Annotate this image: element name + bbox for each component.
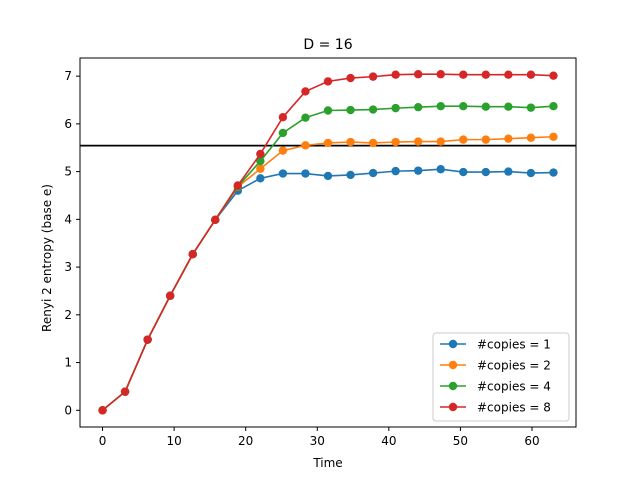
- legend-box: [432, 332, 570, 422]
- series-4-point: [98, 406, 107, 415]
- y-tick-label: 4: [64, 212, 72, 226]
- series-4-point: [549, 71, 558, 80]
- legend-label-1: #copies = 1: [477, 338, 551, 352]
- series-1-point: [504, 167, 513, 176]
- series-2-point: [436, 137, 445, 146]
- series-2-point: [549, 132, 558, 141]
- x-tick-label: 0: [99, 434, 107, 448]
- series-1-point: [256, 174, 265, 183]
- y-tick-label: 0: [64, 403, 72, 417]
- x-tick-label: 40: [381, 434, 396, 448]
- x-tick-label: 60: [524, 434, 539, 448]
- x-tick-label: 20: [238, 434, 253, 448]
- series-4-point: [459, 70, 468, 79]
- legend: #copies = 1 #copies = 2 #copies = 4 #copies…: [432, 332, 570, 422]
- series-4-point: [143, 335, 152, 344]
- series-2-point: [346, 137, 355, 147]
- series-1-point: [278, 169, 288, 178]
- series-1-point: [301, 169, 310, 178]
- series-1-point: [413, 166, 423, 175]
- series-4-point: [301, 87, 310, 96]
- series-4-point: [436, 70, 445, 79]
- series-4-point: [504, 70, 513, 79]
- series-3-point: [413, 102, 423, 112]
- series-3-point: [436, 102, 445, 111]
- series-2-point: [368, 138, 378, 148]
- plot-frame: [79, 57, 577, 428]
- series-2-point: [391, 137, 400, 147]
- y-tick-label: 6: [64, 117, 72, 131]
- y-tick-label: 5: [64, 165, 72, 179]
- series-3-point: [526, 103, 536, 112]
- series-3-point: [481, 102, 491, 111]
- series-4-point: [323, 77, 333, 86]
- series-1-point: [549, 168, 558, 177]
- series-3-point: [504, 102, 513, 111]
- series-4-point: [391, 70, 400, 79]
- series-2-point: [504, 134, 513, 143]
- series-2-point: [413, 137, 423, 146]
- series-1-point: [526, 168, 536, 178]
- series-4-point: [346, 73, 355, 83]
- series-2-point: [481, 135, 491, 144]
- series-4-point: [256, 149, 265, 159]
- x-axis-label: Time: [312, 456, 342, 470]
- legend-marker-2: [448, 360, 458, 370]
- series-4-point: [368, 72, 378, 81]
- series-3-point: [459, 102, 468, 111]
- series-2-point: [526, 133, 536, 142]
- series-4-point: [278, 112, 288, 122]
- series-2-point: [459, 135, 468, 144]
- series-1-point: [481, 167, 491, 177]
- series-4-point: [188, 249, 197, 259]
- y-axis-label: Renyi 2 entropy (base e): [40, 184, 54, 332]
- series-1-point: [391, 166, 400, 176]
- chart-title: D = 16: [303, 37, 352, 53]
- series-4-point: [233, 181, 243, 190]
- series-4-point: [413, 70, 423, 79]
- series-3-point: [256, 156, 265, 166]
- y-tick-label: 7: [64, 69, 72, 83]
- series-1-point: [346, 170, 355, 180]
- y-tick-label: 2: [64, 308, 72, 322]
- y-tick-label: 1: [64, 356, 72, 370]
- series-2-point: [301, 141, 310, 150]
- series-4-point: [481, 70, 491, 79]
- x-tick-label: 10: [166, 434, 181, 448]
- series-3-point: [549, 102, 558, 111]
- legend-label-4: #copies = 8: [477, 401, 551, 415]
- series-2-point: [323, 138, 333, 148]
- series-1-point: [436, 165, 445, 174]
- y-tick-label: 3: [64, 260, 72, 274]
- legend-marker-1: [448, 339, 458, 349]
- series-3-point: [346, 105, 355, 115]
- x-tick-label: 50: [453, 434, 468, 448]
- series-3-point: [368, 105, 378, 114]
- series-1-point: [368, 168, 378, 178]
- series-3-point: [391, 103, 400, 113]
- series-1-point: [459, 167, 468, 177]
- series-1-point: [323, 171, 333, 181]
- series-2-point: [256, 164, 265, 173]
- series-4-point: [120, 387, 130, 396]
- x-tick-label: 30: [310, 434, 325, 448]
- series-3-point: [323, 106, 333, 115]
- series-4-point: [526, 70, 536, 79]
- series-4-point: [211, 215, 220, 225]
- series-2-point: [278, 146, 288, 155]
- legend-label-3: #copies = 4: [477, 380, 551, 394]
- legend-marker-4: [448, 402, 458, 412]
- legend-label-2: #copies = 2: [477, 359, 551, 373]
- series-3-point: [278, 128, 288, 138]
- legend-marker-3: [448, 381, 458, 391]
- series-3-point: [301, 113, 310, 122]
- series-4-point: [165, 291, 175, 300]
